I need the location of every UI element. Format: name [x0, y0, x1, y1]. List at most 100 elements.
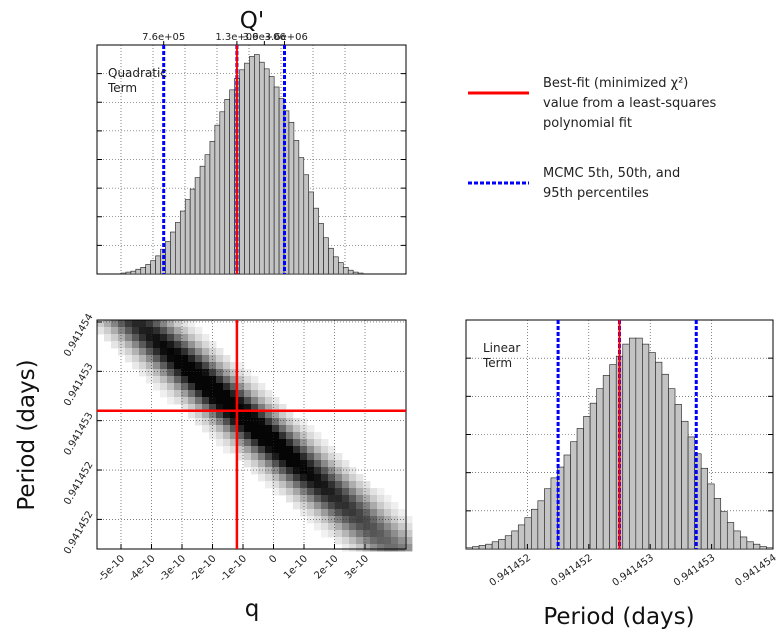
density-cell	[132, 348, 140, 356]
density-cell	[265, 481, 273, 489]
density-cell	[314, 460, 322, 468]
quadratic-histogram-bar	[209, 141, 216, 275]
density-cell	[153, 320, 161, 328]
density-cell	[377, 544, 385, 552]
quadratic-histogram-bar	[323, 237, 329, 275]
density-cell	[146, 327, 154, 335]
density-cell	[356, 516, 364, 524]
linear-histogram-bar	[524, 517, 532, 550]
density-cell	[363, 481, 371, 489]
density-cell	[377, 537, 385, 545]
density-y-axis-label: Period (days)	[14, 359, 40, 510]
linear-histogram-bar	[648, 352, 656, 550]
density-x-tick-label: 1e-10	[282, 553, 310, 581]
density-cell	[314, 474, 322, 482]
quadratic-axis-ticks	[97, 73, 406, 246]
density-cell	[300, 474, 308, 482]
linear-histogram-bar	[746, 541, 754, 550]
quadratic-histogram-bar	[263, 68, 270, 275]
density-cell	[251, 411, 259, 419]
quadratic-histogram-bar	[239, 69, 245, 275]
density-cell	[174, 369, 182, 377]
density-cell	[209, 390, 217, 398]
density-cell	[314, 523, 322, 531]
density-x-tick-label: 3e-10	[343, 553, 371, 581]
density-cell	[356, 495, 364, 503]
linear-histogram-bar	[655, 361, 663, 550]
quadratic-histogram-bar	[130, 270, 137, 275]
density-cell	[363, 523, 371, 531]
density-cell	[335, 502, 343, 510]
density-cell	[377, 516, 385, 524]
density-cell	[237, 376, 245, 384]
density-cell	[167, 397, 175, 405]
density-cell	[237, 418, 245, 426]
density-cell	[279, 467, 287, 475]
density-cell	[384, 537, 392, 545]
linear-histogram-bar	[622, 343, 630, 550]
density-cell	[307, 439, 315, 447]
density-cell	[349, 495, 357, 503]
density-cell	[258, 467, 266, 475]
density-cell	[265, 460, 273, 468]
density-cell	[244, 369, 252, 377]
density-cell	[181, 334, 189, 342]
density-cell	[251, 432, 259, 440]
quadratic-annotation-line-2: Term	[107, 81, 137, 95]
density-cell	[342, 460, 350, 468]
density-cell	[167, 369, 175, 377]
density-cell	[237, 362, 245, 370]
density-cell	[174, 348, 182, 356]
density-x-axis-label: q	[245, 596, 260, 622]
density-cell	[188, 397, 196, 405]
linear-histogram-bar	[570, 441, 578, 550]
linear-histogram-bar	[550, 477, 558, 550]
density-cell	[153, 376, 161, 384]
density-cell	[244, 446, 252, 454]
density-cell	[398, 509, 406, 517]
density-cell	[300, 439, 308, 447]
density-cell	[328, 474, 336, 482]
density-cell	[174, 390, 182, 398]
density-cell	[230, 446, 238, 454]
density-x-tick-labels: -5e-10 -4e-10 -3e-10 -2e-10 -1e-10 0 1e-10 2e-1…	[96, 553, 371, 584]
density-cell	[363, 516, 371, 524]
density-cell	[244, 404, 252, 412]
density-cell	[321, 516, 329, 524]
density-cell	[167, 355, 175, 363]
density-x-tick-label: -1e-10	[218, 553, 249, 584]
quadratic-histogram-bar	[229, 89, 235, 275]
density-cell	[349, 523, 357, 531]
density-cell	[237, 453, 245, 461]
density-cell	[202, 334, 210, 342]
density-cell	[216, 404, 224, 412]
quadratic-reference-lines	[162, 45, 286, 274]
density-cell	[160, 348, 168, 356]
density-cell	[328, 509, 336, 517]
density-cell	[398, 544, 406, 552]
density-cell	[356, 509, 364, 517]
density-cell	[363, 537, 371, 545]
density-cell	[209, 432, 217, 440]
density-cell	[265, 404, 273, 412]
density-cell	[258, 460, 266, 468]
quadratic-histogram-bar	[214, 124, 221, 275]
density-cell	[307, 516, 315, 524]
density-cell	[405, 537, 413, 545]
density-cell	[377, 502, 385, 510]
density-cell	[125, 348, 133, 356]
quadratic-histogram-bar	[204, 154, 211, 275]
density-cell	[279, 446, 287, 454]
linear-reference-lines	[556, 320, 698, 549]
density-cell	[216, 348, 224, 356]
density-cell	[202, 397, 210, 405]
quadratic-histogram-bar	[313, 207, 319, 275]
density-cell	[167, 320, 175, 328]
density-cell	[104, 327, 112, 335]
density-cell	[258, 404, 266, 412]
density-cell	[181, 376, 189, 384]
density-cell	[244, 425, 252, 433]
density-cell	[160, 369, 168, 377]
density-cell	[349, 544, 357, 552]
legend: Best-fit (minimized χ²) value from a lea…	[468, 76, 717, 201]
